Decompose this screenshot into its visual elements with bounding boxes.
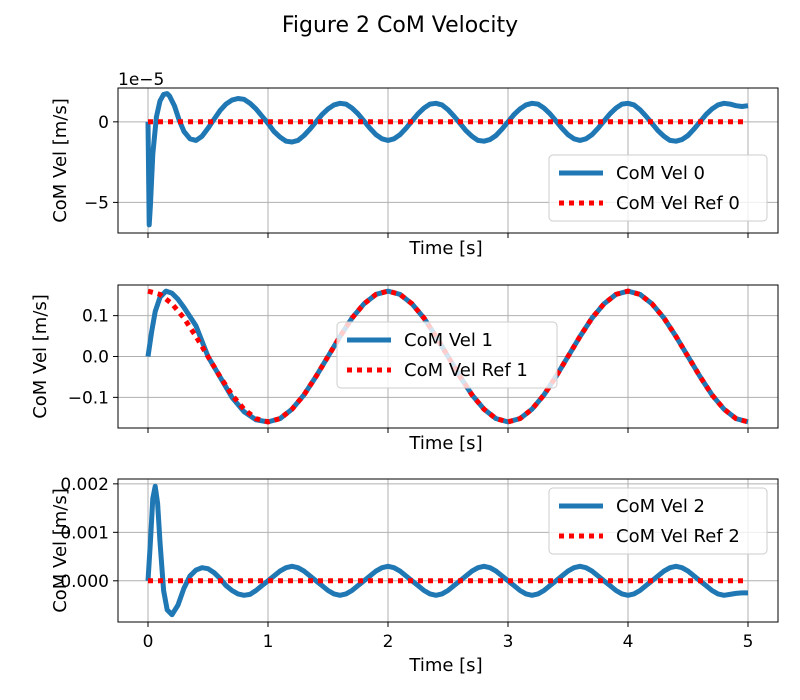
y-axis-label: CoM Vel [m/s] xyxy=(50,98,71,223)
x-tick-label: 2 xyxy=(383,632,394,652)
legend-label: CoM Vel 0 xyxy=(616,163,705,184)
legend-box xyxy=(548,487,768,555)
y-offset-label: 1e−5 xyxy=(118,70,164,90)
x-tick-label: 1 xyxy=(263,632,274,652)
y-tick-label: 0.1 xyxy=(82,307,109,327)
series-line-com-vel-2 xyxy=(145,483,748,618)
y-tick-label: 0 xyxy=(98,113,109,133)
y-axis-label: CoM Vel [m/s] xyxy=(50,488,71,613)
x-tick-label: 4 xyxy=(623,632,634,652)
legend: CoM Vel 1 CoM Vel Ref 1 xyxy=(336,321,558,389)
legend: CoM Vel 2 CoM Vel Ref 2 xyxy=(548,487,768,555)
axes-frame xyxy=(117,478,779,623)
legend-box xyxy=(336,321,558,389)
y-tick-label: 0.001 xyxy=(60,523,109,543)
x-axis-label: Time [s] xyxy=(408,433,482,454)
x-tick-label: 0 xyxy=(143,632,154,652)
axes-frame xyxy=(117,87,779,234)
y-tick-label: 0.002 xyxy=(60,475,109,495)
legend-label: CoM Vel 2 xyxy=(616,496,705,517)
y-tick-label: −5 xyxy=(84,193,109,213)
axes-panel-2: 0 1 2 3 4 5 0.002 0.001 0.000 Time [s] CoM Vel [m/… xyxy=(50,475,779,676)
legend: CoM Vel 0 CoM Vel Ref 0 xyxy=(548,154,768,222)
legend-label: CoM Vel Ref 0 xyxy=(616,193,740,214)
legend-label: CoM Vel Ref 1 xyxy=(404,360,528,381)
series-line-com-vel-0 xyxy=(145,91,749,228)
legend-box xyxy=(548,154,768,222)
x-axis-label: Time [s] xyxy=(408,238,482,259)
figure-title: Figure 2 CoM Velocity xyxy=(282,13,518,38)
axes-frame xyxy=(117,284,779,429)
x-axis-label: Time [s] xyxy=(408,655,482,676)
y-tick-label: 0.0 xyxy=(82,348,109,368)
x-tick-label: 3 xyxy=(503,632,514,652)
axes-panel-1: 0.1 0.0 −0.1 Time [s] CoM Vel [m/s] CoM Vel 1… xyxy=(30,284,779,454)
legend-label: CoM Vel 1 xyxy=(404,330,493,351)
y-tick-label: −0.1 xyxy=(68,388,109,408)
y-axis-label: CoM Vel [m/s] xyxy=(30,294,51,419)
y-tick-label: 0.000 xyxy=(60,572,109,592)
legend-label: CoM Vel Ref 2 xyxy=(616,526,740,547)
x-tick-label: 5 xyxy=(743,632,754,652)
series-line-com-vel-ref-1 xyxy=(147,288,749,425)
